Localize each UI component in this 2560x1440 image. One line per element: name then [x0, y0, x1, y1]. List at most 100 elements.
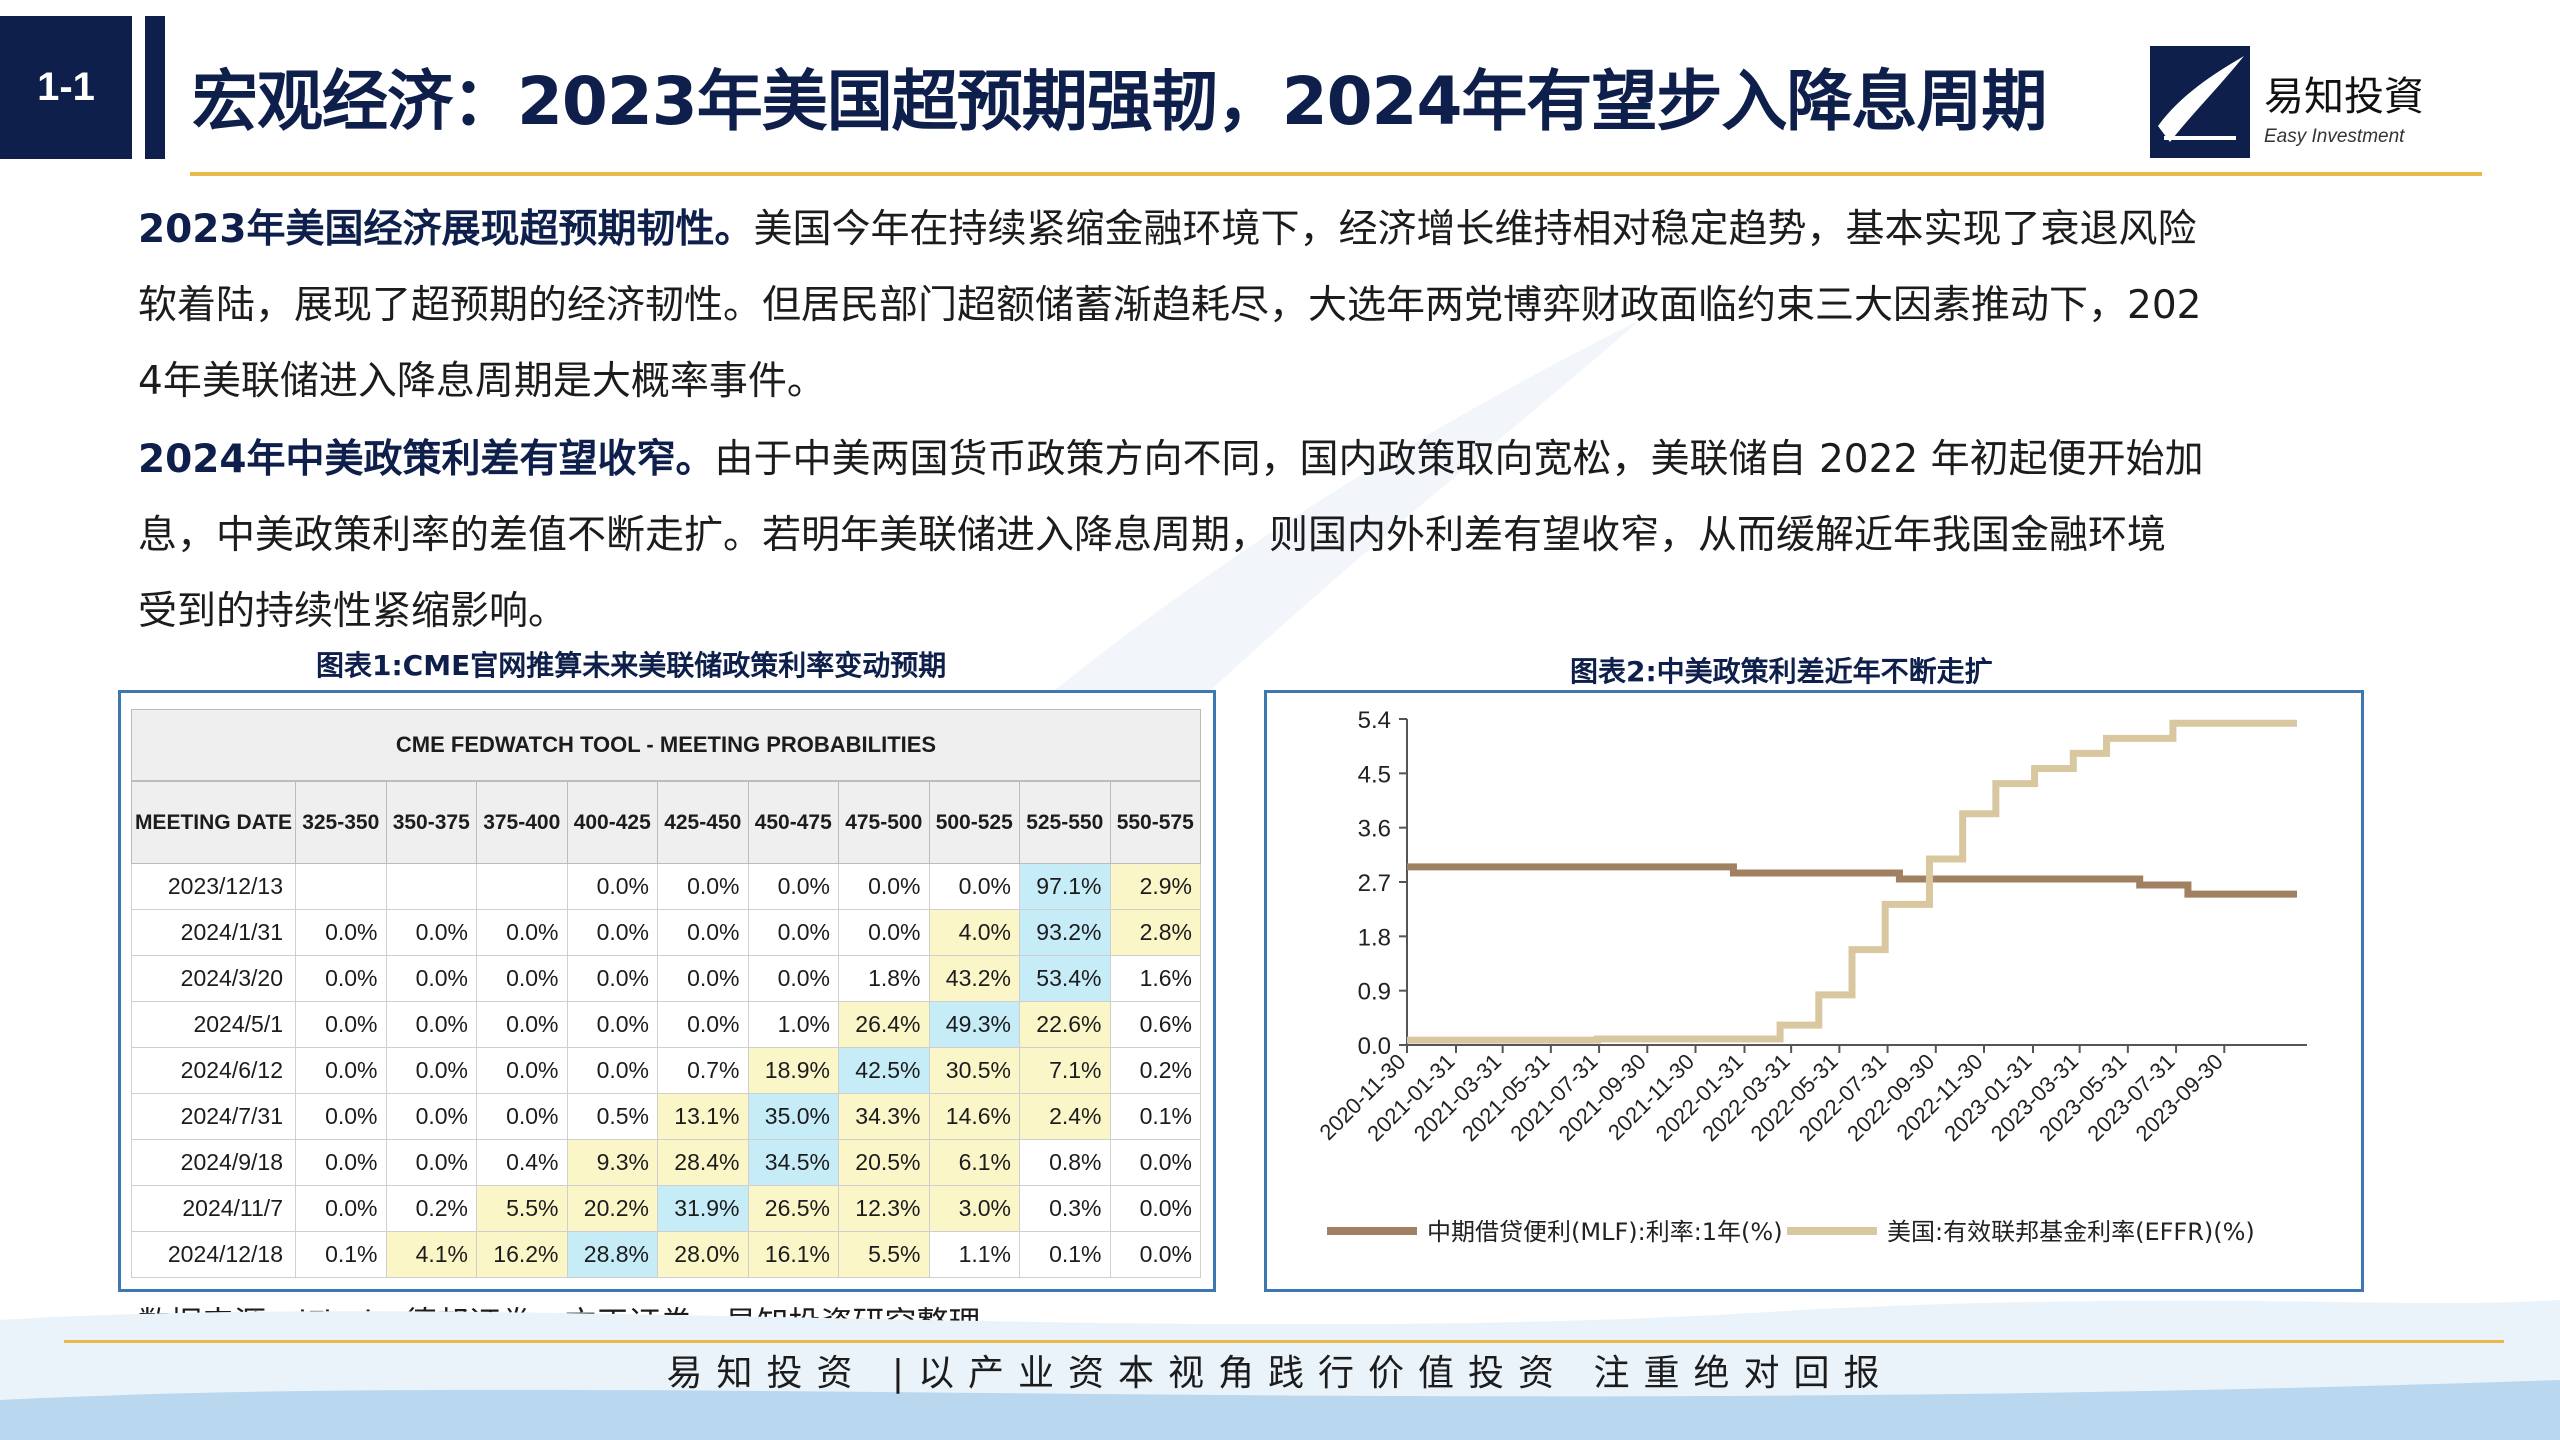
probability-cell: 49.3% [928, 1001, 1020, 1048]
probability-cell: 42.5% [838, 1047, 930, 1094]
probability-cell: 20.5% [838, 1139, 930, 1186]
column-header-range: 325-350 [295, 781, 387, 864]
probability-cell: 0.0% [385, 1001, 477, 1048]
probability-cell: 20.2% [566, 1185, 658, 1232]
legend-label: 中期借贷便利(MLF):利率:1年(%) [1427, 1218, 1783, 1246]
probability-cell: 14.6% [928, 1093, 1020, 1140]
y-tick-label: 1.8 [1358, 924, 1391, 951]
probability-cell: 0.0% [476, 955, 568, 1002]
column-header-range: 500-525 [928, 781, 1020, 864]
header-accent-bar [145, 16, 165, 159]
paragraph-line: 受到的持续性紧缩影响。 [138, 589, 568, 634]
probability-cell: 1.6% [1109, 955, 1201, 1002]
y-tick-label: 4.5 [1358, 761, 1391, 788]
probability-cell: 16.2% [476, 1231, 568, 1278]
probability-cell: 26.5% [747, 1185, 839, 1232]
probability-cell: 0.7% [657, 1047, 749, 1094]
probability-cell: 0.0% [657, 909, 749, 956]
probability-cell: 31.9% [657, 1185, 749, 1232]
table-row: 2023/12/13 0.0% 0.0% 0.0% 0.0% 0.0% 97.1% 2.9% [131, 863, 1201, 910]
y-tick-label: 0.0 [1358, 1033, 1391, 1060]
column-header-meeting-date: MEETING DATE [131, 781, 296, 864]
paragraph-line: 由于中美两国货币政策方向不同，国内政策取向宽松，美联储自 2022 年初起便开始… [714, 437, 2204, 482]
easy-investment-logo-icon [2150, 46, 2250, 158]
probability-cell: 13.1% [657, 1093, 749, 1140]
probability-cell: 0.4% [476, 1139, 568, 1186]
column-header-range: 450-475 [747, 781, 839, 864]
paragraph-line: 软着陆，展现了超预期的经济韧性。但居民部门超额储蓄渐趋耗尽，大选年两党博弈财政面… [138, 283, 2202, 328]
meeting-date-cell: 2024/1/31 [131, 909, 296, 956]
fedwatch-probability-table: MEETING DATE 325-350 350-375 375-400 400-425… [131, 781, 1201, 1278]
probability-cell: 0.0% [295, 1093, 387, 1140]
meeting-date-cell: 2024/9/18 [131, 1139, 296, 1186]
probability-cell: 0.0% [385, 1093, 477, 1140]
header-divider [190, 172, 2482, 176]
probability-cell: 0.0% [385, 1047, 477, 1094]
probability-cell: 0.0% [476, 1047, 568, 1094]
column-header-range: 350-375 [385, 781, 477, 864]
probability-cell: 6.1% [928, 1139, 1020, 1186]
column-header-range: 525-550 [1019, 781, 1111, 864]
probability-cell: 16.1% [747, 1231, 839, 1278]
column-header-range: 550-575 [1109, 781, 1201, 864]
probability-cell: 0.8% [1019, 1139, 1111, 1186]
probability-cell: 34.3% [838, 1093, 930, 1140]
footer-divider [64, 1340, 2504, 1343]
probability-cell: 0.0% [476, 1093, 568, 1140]
legend-label: 美国:有效联邦基金利率(EFFR)(%) [1887, 1218, 2255, 1246]
probability-cell: 0.0% [747, 909, 839, 956]
y-tick-label: 2.7 [1358, 870, 1391, 897]
chart2-frame: 0.0 0.9 1.8 2.7 3.6 4.5 5.4 2020-11-30 2021-01-3… [1264, 690, 2364, 1292]
table-row: 2024/7/31 0.0% 0.0% 0.0% 0.5% 13.1% 35.0% 34.3%… [131, 1093, 1201, 1140]
probability-cell: 0.0% [838, 863, 930, 910]
probability-cell: 2.4% [1019, 1093, 1111, 1140]
column-header-range: 400-425 [566, 781, 658, 864]
chart2-title: 图表2:中美政策利差近年不断走扩 [1570, 655, 1993, 688]
probability-cell: 30.5% [928, 1047, 1020, 1094]
logo-chinese-name: 易知投資 [2264, 74, 2424, 120]
table-row: 2024/6/12 0.0% 0.0% 0.0% 0.0% 0.7% 18.9% 42.5% 3… [131, 1047, 1201, 1094]
probability-cell: 0.1% [1019, 1231, 1111, 1278]
probability-cell: 0.0% [295, 1001, 387, 1048]
table-header-row: MEETING DATE 325-350 350-375 375-400 400-425… [131, 781, 1201, 864]
probability-cell: 0.0% [1109, 1139, 1201, 1186]
table-row: 2024/9/18 0.0% 0.0% 0.4% 9.3% 28.4% 34.5% 20.5%… [131, 1139, 1201, 1186]
paragraph-us-economy: 2023年美国经济展现超预期韧性。美国今年在持续紧缩金融环境下，经济增长维持相对… [138, 192, 2400, 420]
probability-cell: 1.0% [747, 1001, 839, 1048]
table-row: 2024/5/1 0.0% 0.0% 0.0% 0.0% 0.0% 1.0% 26.4% 49.… [131, 1001, 1201, 1048]
probability-cell: 0.3% [1019, 1185, 1111, 1232]
probability-cell: 9.3% [566, 1139, 658, 1186]
chart1-frame: CME FEDWATCH TOOL - MEETING PROBABILITIE… [118, 690, 1216, 1292]
probability-cell: 0.0% [385, 955, 477, 1002]
logo-english-name: Easy Investment [2264, 126, 2405, 147]
probability-cell: 0.0% [1109, 1185, 1201, 1232]
table-row: 2024/12/18 0.1% 4.1% 16.2% 28.8% 28.0% 16.1% 5.… [131, 1231, 1201, 1278]
probability-cell [295, 863, 387, 910]
probability-cell: 0.2% [385, 1185, 477, 1232]
meeting-date-cell: 2023/12/13 [131, 863, 296, 910]
probability-cell: 1.1% [928, 1231, 1020, 1278]
probability-cell: 18.9% [747, 1047, 839, 1094]
probability-cell: 0.1% [295, 1231, 387, 1278]
column-header-range: 375-400 [476, 781, 568, 864]
probability-cell: 0.0% [295, 1139, 387, 1186]
table-row: 2024/11/7 0.0% 0.2% 5.5% 20.2% 31.9% 26.5% 12.3… [131, 1185, 1201, 1232]
probability-cell: 0.0% [657, 863, 749, 910]
probability-cell: 0.0% [566, 1001, 658, 1048]
probability-cell: 7.1% [1019, 1047, 1111, 1094]
probability-cell [385, 863, 477, 910]
probability-cell: 0.0% [747, 863, 839, 910]
probability-cell: 0.2% [1109, 1047, 1201, 1094]
paragraph-line: 4年美联储进入降息周期是大概率事件。 [138, 359, 826, 404]
column-header-range: 475-500 [838, 781, 930, 864]
footer-slogan: 易知投资 |以产业资本视角践行价值投资 注重绝对回报 [666, 1353, 1894, 1394]
page-title: 宏观经济：2023年美国超预期强韧，2024年有望步入降息周期 [192, 63, 2047, 140]
probability-cell: 0.0% [838, 909, 930, 956]
probability-cell: 0.0% [747, 955, 839, 1002]
y-tick-label: 3.6 [1358, 816, 1391, 843]
probability-cell: 0.1% [1109, 1093, 1201, 1140]
probability-cell: 0.5% [566, 1093, 658, 1140]
probability-cell: 2.8% [1109, 909, 1201, 956]
probability-cell: 2.9% [1109, 863, 1201, 910]
paragraph-lead: 2023年美国经济展现超预期韧性。 [138, 207, 754, 252]
